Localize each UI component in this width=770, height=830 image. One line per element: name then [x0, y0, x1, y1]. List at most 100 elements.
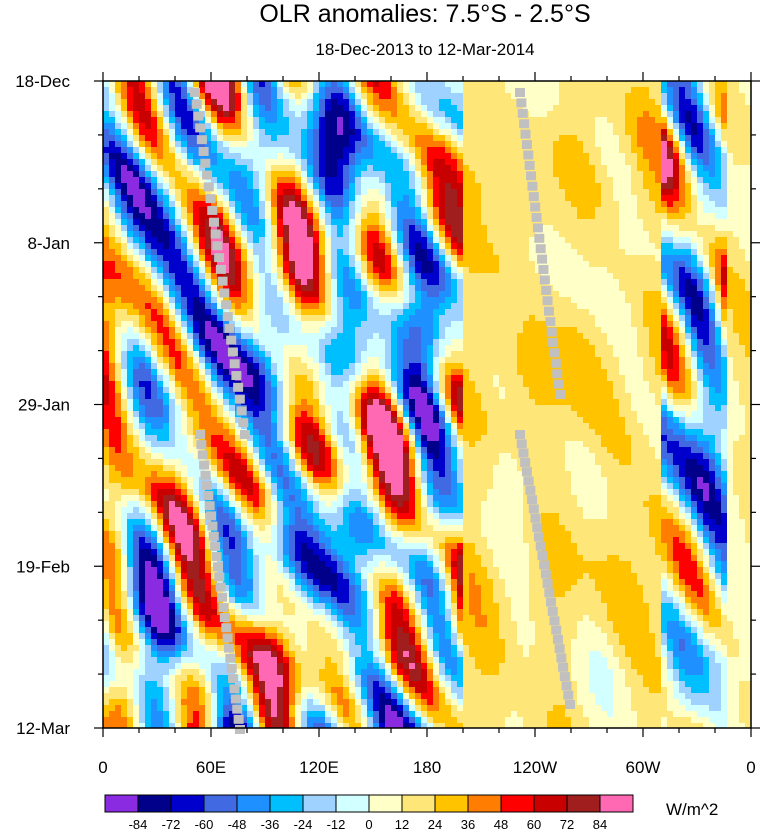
- field-cell: [739, 321, 746, 328]
- field-cell: [679, 195, 686, 202]
- field-cell: [175, 111, 182, 118]
- field-cell: [109, 231, 116, 238]
- field-cell: [673, 279, 680, 286]
- field-cell: [613, 303, 620, 310]
- field-cell: [487, 231, 494, 238]
- field-cell: [373, 243, 380, 250]
- field-cell: [739, 327, 746, 334]
- field-cell: [337, 255, 344, 262]
- field-cell: [553, 165, 560, 172]
- field-cell: [553, 291, 560, 298]
- field-cell: [163, 339, 170, 346]
- field-cell: [715, 111, 722, 118]
- field-cell: [481, 249, 488, 256]
- field-cell: [427, 123, 434, 130]
- field-cell: [721, 87, 728, 94]
- field-cell: [637, 135, 644, 142]
- field-cell: [535, 183, 542, 190]
- field-cell: [529, 261, 536, 268]
- field-cell: [469, 153, 476, 160]
- field-cell: [397, 243, 404, 250]
- field-cell: [673, 87, 680, 94]
- field-cell: [721, 285, 728, 292]
- field-cell: [439, 255, 446, 262]
- field-cell: [697, 315, 704, 322]
- field-cell: [583, 141, 590, 148]
- field-cell: [187, 273, 194, 280]
- field-cell: [325, 243, 332, 250]
- field-cell: [727, 165, 734, 172]
- field-cell: [157, 87, 164, 94]
- field-cell: [181, 327, 188, 334]
- field-cell: [247, 183, 254, 190]
- field-cell: [559, 195, 566, 202]
- field-cell: [451, 297, 458, 304]
- field-cell: [721, 129, 728, 136]
- field-cell: [253, 261, 260, 268]
- field-cell: [211, 333, 218, 340]
- field-cell: [223, 267, 230, 274]
- field-cell: [337, 201, 344, 208]
- field-cell: [109, 321, 116, 328]
- field-cell: [175, 285, 182, 292]
- field-cell: [625, 177, 632, 184]
- field-cell: [259, 177, 266, 184]
- field-cell: [109, 99, 116, 106]
- field-cell: [661, 141, 668, 148]
- field-cell: [223, 153, 230, 160]
- field-cell: [229, 183, 236, 190]
- field-cell: [319, 159, 326, 166]
- field-cell: [739, 291, 746, 298]
- field-cell: [121, 129, 128, 136]
- field-cell: [457, 87, 464, 94]
- field-cell: [289, 225, 296, 232]
- field-cell: [241, 237, 248, 244]
- field-cell: [721, 117, 728, 124]
- field-cell: [409, 309, 416, 316]
- field-cell: [643, 189, 650, 196]
- field-cell: [577, 225, 584, 232]
- field-cell: [217, 105, 224, 112]
- field-cell: [643, 153, 650, 160]
- field-cell: [355, 165, 362, 172]
- field-cell: [127, 351, 134, 358]
- field-cell: [625, 135, 632, 142]
- field-cell: [691, 123, 698, 130]
- field-cell: [493, 99, 500, 106]
- field-cell: [103, 159, 110, 166]
- field-cell: [679, 159, 686, 166]
- field-cell: [475, 345, 482, 352]
- field-cell: [145, 303, 152, 310]
- field-cell: [421, 291, 428, 298]
- field-cell: [313, 129, 320, 136]
- field-cell: [373, 135, 380, 142]
- field-cell: [361, 105, 368, 112]
- field-cell: [169, 345, 176, 352]
- field-cell: [709, 141, 716, 148]
- field-cell: [259, 357, 266, 364]
- field-cell: [457, 201, 464, 208]
- field-cell: [331, 213, 338, 220]
- field-cell: [679, 219, 686, 226]
- field-cell: [193, 237, 200, 244]
- field-cell: [469, 351, 476, 358]
- field-cell: [271, 165, 278, 172]
- field-cell: [691, 279, 698, 286]
- field-cell: [715, 243, 722, 250]
- field-cell: [289, 261, 296, 268]
- field-cell: [379, 267, 386, 274]
- field-cell: [379, 129, 386, 136]
- field-cell: [379, 231, 386, 238]
- field-cell: [595, 213, 602, 220]
- field-cell: [391, 159, 398, 166]
- field-cell: [481, 207, 488, 214]
- field-cell: [493, 249, 500, 256]
- field-cell: [133, 201, 140, 208]
- field-cell: [169, 339, 176, 346]
- field-cell: [445, 321, 452, 328]
- field-cell: [613, 237, 620, 244]
- field-cell: [265, 159, 272, 166]
- field-cell: [547, 249, 554, 256]
- field-cell: [439, 99, 446, 106]
- field-cell: [163, 285, 170, 292]
